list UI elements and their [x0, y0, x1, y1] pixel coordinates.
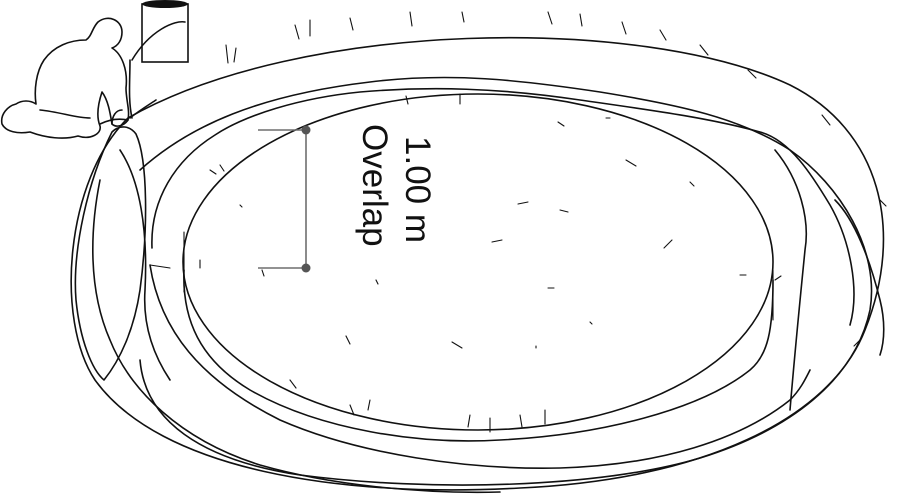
overlap-measurement-label: 1.00 m	[398, 136, 437, 243]
floor-texture-marks	[239, 117, 695, 349]
pond-floor	[149, 93, 774, 442]
overlap-caption-label: Overlap	[355, 124, 394, 247]
liner-sheet	[92, 76, 885, 494]
liner-roll-icon	[131, 0, 189, 63]
grass-tufts	[199, 11, 887, 433]
kneeling-worker-figure-icon	[0, 17, 157, 139]
liner-flap	[74, 59, 147, 381]
outer-rim	[70, 36, 885, 491]
overlap-dimension	[258, 125, 311, 273]
